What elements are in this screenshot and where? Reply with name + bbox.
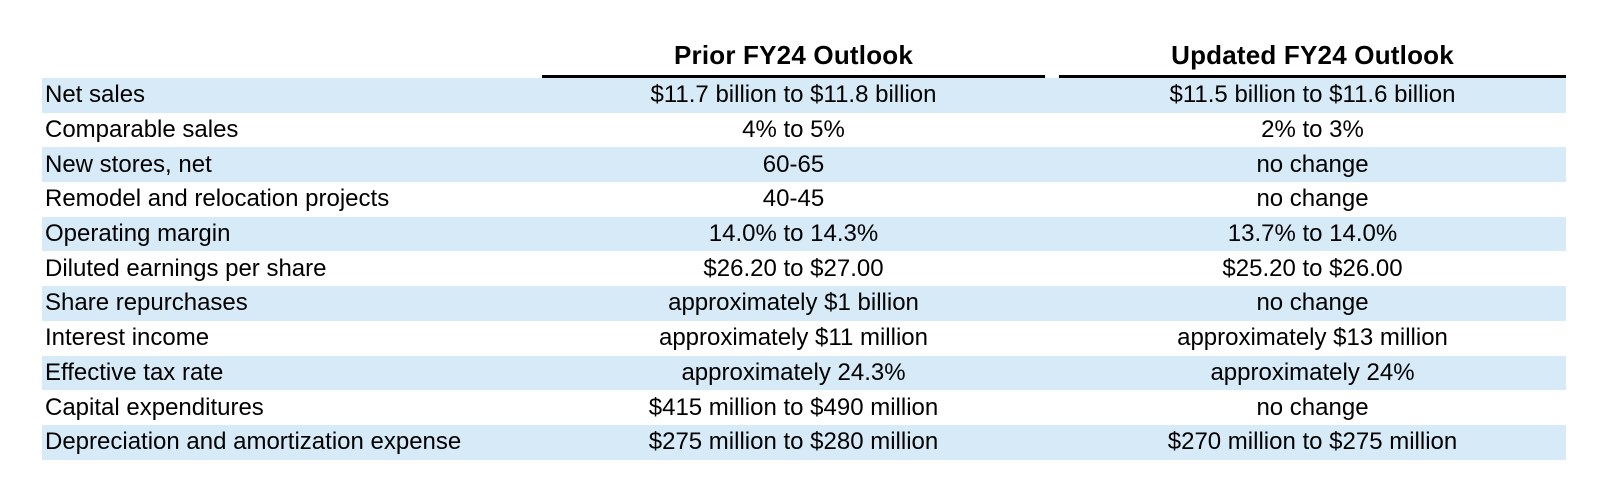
prior-value: $26.20 to $27.00 xyxy=(703,254,884,282)
row-label: Operating margin xyxy=(45,220,231,248)
prior-value: 60-65 xyxy=(762,150,825,178)
updated-value: no change xyxy=(1256,289,1369,317)
row-label: Net sales xyxy=(45,81,146,109)
row-label: Remodel and relocation projects xyxy=(45,185,390,213)
table-row-effective-tax-rate: Effective tax rate approximately 24.3% a… xyxy=(42,355,1566,391)
updated-value: no change xyxy=(1256,150,1369,178)
table-row-comparable-sales: Comparable sales 4% to 5% 2% to 3% xyxy=(42,113,1566,148)
header-label-spacer xyxy=(42,35,542,78)
table-row-capital-expenditures: Capital expenditures $415 million to $49… xyxy=(42,390,1566,425)
header-prior-fy24-outlook: Prior FY24 Outlook xyxy=(542,35,1045,78)
updated-value: 2% to 3% xyxy=(1261,116,1364,144)
updated-value: approximately 24% xyxy=(1210,358,1415,386)
table-row-depreciation-amortization: Depreciation and amortization expense $2… xyxy=(42,424,1566,460)
row-label: Diluted earnings per share xyxy=(45,254,327,282)
row-label: Interest income xyxy=(45,324,210,352)
fy24-outlook-table: Prior FY24 Outlook Updated FY24 Outlook … xyxy=(42,35,1566,460)
table-row-net-sales: Net sales $11.7 billion to $11.8 billion… xyxy=(42,78,1566,113)
table-row-operating-margin: Operating margin 14.0% to 14.3% 13.7% to… xyxy=(42,216,1566,252)
prior-value: approximately $11 million xyxy=(658,324,928,352)
prior-value: 4% to 5% xyxy=(742,116,845,144)
header-column-gap xyxy=(1045,35,1059,78)
updated-value: $25.20 to $26.00 xyxy=(1222,254,1403,282)
prior-value: 40-45 xyxy=(762,185,825,213)
updated-value: no change xyxy=(1256,185,1369,213)
updated-value: $270 million to $275 million xyxy=(1167,428,1458,456)
table-body: Net sales $11.7 billion to $11.8 billion… xyxy=(42,78,1566,460)
table-row-interest-income: Interest income approximately $11 millio… xyxy=(42,321,1566,356)
table-row-share-repurchases: Share repurchases approximately $1 billi… xyxy=(42,286,1566,321)
table-header-row: Prior FY24 Outlook Updated FY24 Outlook xyxy=(42,35,1566,78)
table-row-remodel-relocation-projects: Remodel and relocation projects 40-45 no… xyxy=(42,182,1566,217)
prior-value: $415 million to $490 million xyxy=(648,393,939,421)
row-label: Depreciation and amortization expense xyxy=(45,428,462,456)
prior-value: 14.0% to 14.3% xyxy=(708,220,879,248)
updated-value: $11.5 billion to $11.6 billion xyxy=(1169,81,1456,109)
prior-value: approximately $1 billion xyxy=(668,289,919,317)
row-label: Effective tax rate xyxy=(45,358,224,386)
row-label: Comparable sales xyxy=(45,116,239,144)
prior-value: approximately 24.3% xyxy=(681,358,906,386)
updated-value: no change xyxy=(1256,393,1369,421)
header-updated-fy24-outlook: Updated FY24 Outlook xyxy=(1059,35,1566,78)
updated-value: 13.7% to 14.0% xyxy=(1227,220,1398,248)
updated-value: approximately $13 million xyxy=(1177,324,1448,352)
table-row-new-stores-net: New stores, net 60-65 no change xyxy=(42,147,1566,183)
prior-value: $11.7 billion to $11.8 billion xyxy=(650,81,937,109)
row-label: New stores, net xyxy=(45,150,212,178)
row-label: Capital expenditures xyxy=(45,393,264,421)
row-label: Share repurchases xyxy=(45,289,248,317)
table-row-diluted-eps: Diluted earnings per share $26.20 to $27… xyxy=(42,251,1566,286)
prior-value: $275 million to $280 million xyxy=(648,428,939,456)
